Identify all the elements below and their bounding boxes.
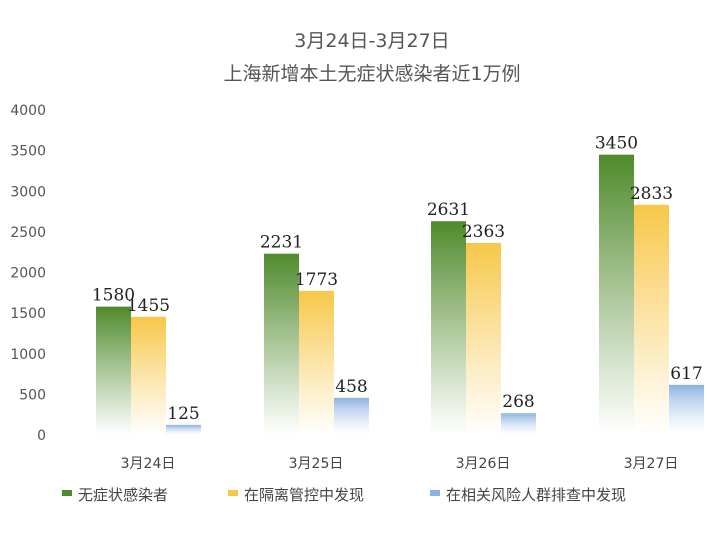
data-label: 2231 xyxy=(260,233,303,253)
x-tick-label: 3月24日 xyxy=(121,456,176,472)
bar xyxy=(466,243,501,435)
bar xyxy=(131,316,166,435)
y-tick-label: 0 xyxy=(37,428,46,444)
legend-swatch xyxy=(430,490,440,496)
bar xyxy=(501,413,536,435)
data-label: 2631 xyxy=(427,200,470,220)
bar xyxy=(264,253,299,435)
data-label: 1773 xyxy=(295,270,338,290)
data-label: 1580 xyxy=(92,286,135,306)
y-tick-label: 2500 xyxy=(10,225,46,241)
data-label: 125 xyxy=(167,404,199,424)
data-label: 3450 xyxy=(595,134,638,154)
y-tick-label: 3000 xyxy=(10,184,46,200)
chart-title: 3月24日-3月27日 xyxy=(294,30,449,52)
y-tick-label: 1000 xyxy=(10,347,46,363)
y-tick-label: 4000 xyxy=(10,103,46,119)
bar xyxy=(299,290,334,435)
x-tick-label: 3月25日 xyxy=(289,456,344,472)
legend-swatch xyxy=(62,490,72,496)
y-tick-label: 500 xyxy=(19,387,46,403)
bar xyxy=(431,221,466,435)
legend-label: 在隔离管控中发现 xyxy=(244,486,364,504)
bar xyxy=(96,306,131,435)
data-label: 1455 xyxy=(127,296,170,316)
chart-subtitle: 上海新增本土无症状感染者近1万例 xyxy=(223,63,520,85)
y-tick-label: 2000 xyxy=(10,266,46,282)
legend-label: 无症状感染者 xyxy=(78,486,168,504)
data-label: 268 xyxy=(502,392,534,412)
y-tick-label: 3500 xyxy=(10,144,46,160)
x-tick-label: 3月27日 xyxy=(624,456,679,472)
bar xyxy=(166,424,201,435)
bar xyxy=(634,204,669,435)
bar xyxy=(599,154,634,435)
data-label: 2833 xyxy=(630,184,673,204)
x-tick-label: 3月26日 xyxy=(456,456,511,472)
bar xyxy=(334,397,369,435)
data-label: 617 xyxy=(670,364,702,384)
data-label: 2363 xyxy=(462,222,505,242)
legend-label: 在相关风险人群排查中发现 xyxy=(446,486,626,504)
y-tick-label: 1500 xyxy=(10,306,46,322)
legend-swatch xyxy=(228,490,238,496)
data-label: 458 xyxy=(335,377,367,397)
bar xyxy=(669,384,704,435)
